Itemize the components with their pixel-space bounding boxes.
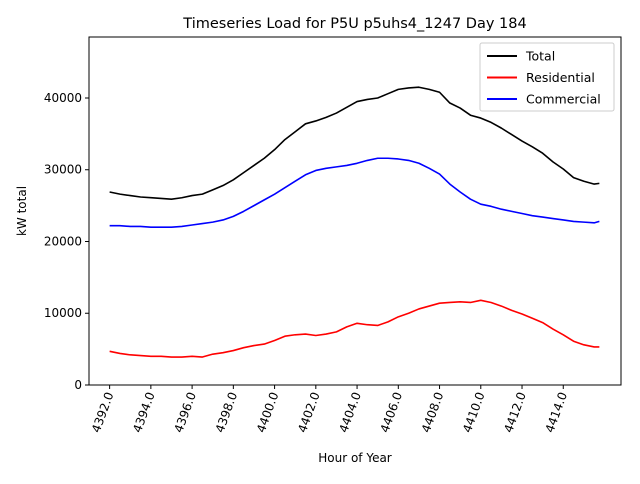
series-line-commercial <box>109 157 600 228</box>
y-tick-label: 20000 <box>44 234 82 248</box>
x-tick-label: 4404.0 <box>336 390 364 434</box>
x-tick-label: 4402.0 <box>295 390 323 434</box>
x-tick-label: 4414.0 <box>543 390 571 434</box>
series-line-total <box>109 86 600 200</box>
legend-box <box>479 42 615 112</box>
x-tick-label: 4412.0 <box>501 390 529 434</box>
chart-title: Timeseries Load for P5U p5uhs4_1247 Day … <box>182 16 526 32</box>
x-tick-label: 4392.0 <box>89 390 117 434</box>
series-line-residential <box>109 299 600 358</box>
x-tick-label: 4408.0 <box>419 390 447 434</box>
y-tick-label: 30000 <box>44 163 82 177</box>
y-axis: 0 10000 20000 30000 40000 <box>44 91 89 392</box>
y-tick-label: 10000 <box>44 306 82 320</box>
x-axis-label: Hour of Year <box>318 451 392 465</box>
series-layer <box>109 86 600 358</box>
y-tick-label: 40000 <box>44 91 82 105</box>
legend-label-residential: Residential <box>526 70 595 85</box>
x-tick-label: 4400.0 <box>254 390 282 434</box>
x-tick-label: 4396.0 <box>171 390 199 434</box>
plot-frame <box>88 36 622 386</box>
legend-label-total: Total <box>525 49 555 64</box>
y-tick-label: 0 <box>74 378 82 392</box>
x-tick-label: 4410.0 <box>460 390 488 434</box>
x-tick-label: 4398.0 <box>213 390 241 434</box>
x-axis: 4392.0 4394.0 4396.0 4398.0 4400.0 4402.0 4404… <box>89 385 570 434</box>
legend: Total Residential Commercial <box>479 42 615 112</box>
x-tick-label: 4394.0 <box>130 390 158 434</box>
y-axis-label: kW total <box>15 186 29 236</box>
x-tick-label: 4406.0 <box>378 390 406 434</box>
legend-label-commercial: Commercial <box>526 92 601 107</box>
